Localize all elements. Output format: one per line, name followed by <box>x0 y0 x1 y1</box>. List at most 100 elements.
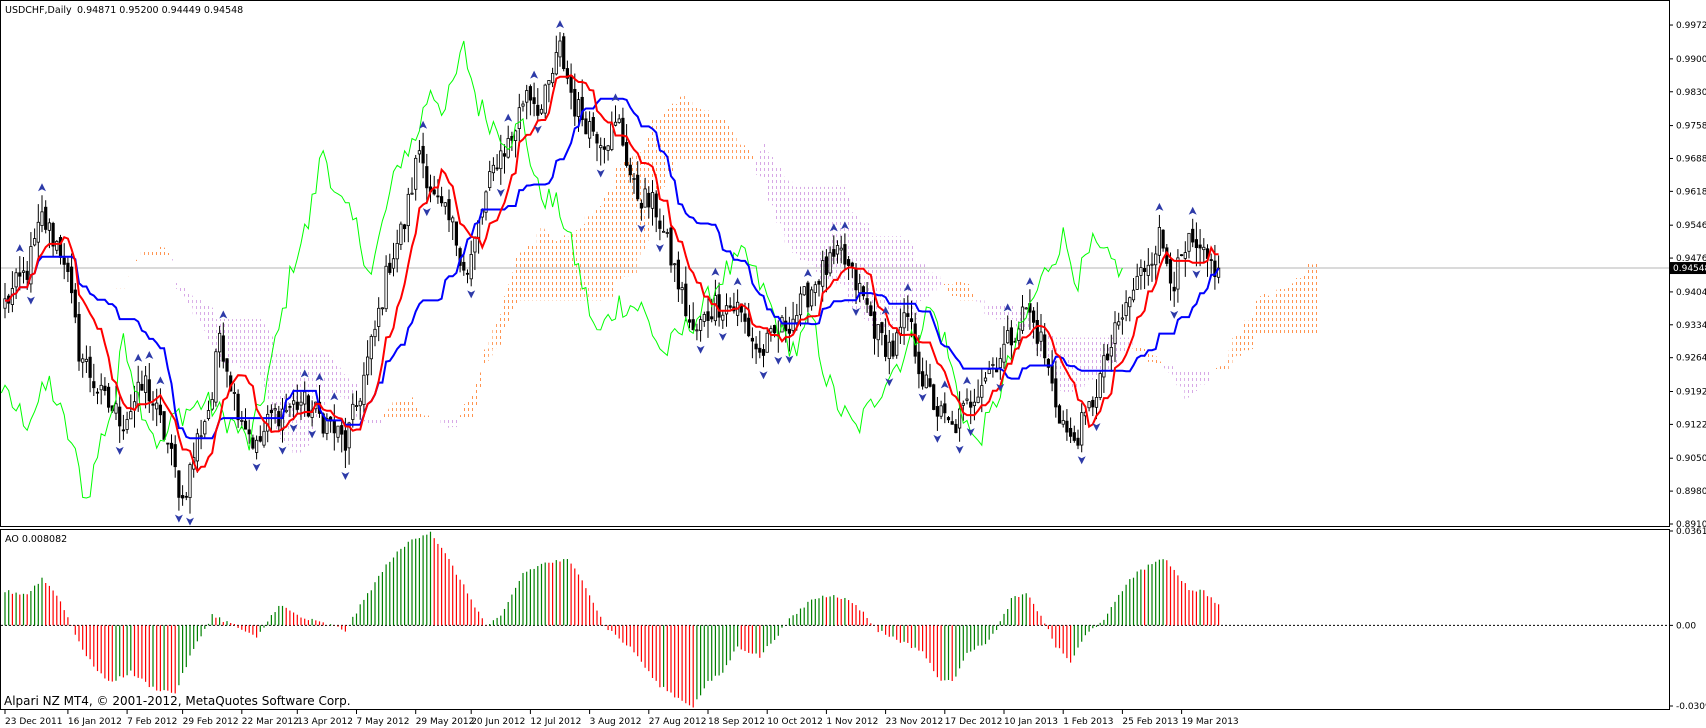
candle-body <box>895 332 899 356</box>
candle-body <box>206 410 211 419</box>
candle-body <box>303 391 307 405</box>
candle-body <box>928 378 932 387</box>
candle-body <box>25 270 29 280</box>
time-tick-label: 29 Feb 2012 <box>183 717 239 727</box>
candle-body <box>1161 229 1165 249</box>
cloud-segment <box>1180 370 1185 389</box>
candle-body <box>1091 399 1095 408</box>
cloud-segment <box>1114 337 1118 364</box>
candle-body <box>1076 437 1080 446</box>
candle-body <box>650 192 655 209</box>
cloud-segment <box>366 418 371 425</box>
candle-body <box>1113 322 1117 344</box>
fractal-up-arrow <box>733 277 742 286</box>
cloud-segment <box>692 106 696 160</box>
cloud-segment <box>1291 283 1296 334</box>
candle-body <box>1128 297 1132 308</box>
cloud-segment <box>1310 264 1314 334</box>
candle-body <box>273 408 277 411</box>
fractal-down-arrow <box>289 424 298 433</box>
cloud-segment <box>140 251 145 257</box>
fractal-arrows <box>15 20 1201 526</box>
candle-body <box>983 377 988 382</box>
candle-body <box>336 425 340 438</box>
candle-body <box>917 351 921 375</box>
cloud-segment <box>684 99 689 160</box>
candle-body <box>173 444 177 468</box>
candle-body <box>613 121 618 126</box>
candle-body <box>495 167 499 170</box>
cloud-segment <box>229 319 234 365</box>
cloud-segment <box>877 236 881 333</box>
cloud-segment <box>399 401 404 419</box>
candle-body <box>1080 412 1084 446</box>
candle-body <box>595 134 599 144</box>
cloud-segment <box>233 319 238 363</box>
time-tick-label: 1 Feb 2013 <box>1063 717 1113 727</box>
cloud-segment <box>281 352 286 444</box>
cloud-segment <box>995 303 1000 320</box>
cloud-segment <box>311 354 315 432</box>
candle-body <box>1135 275 1139 290</box>
cloud-segment <box>784 180 789 243</box>
cloud-segment <box>858 220 863 313</box>
cloud-segment <box>658 118 663 190</box>
cloud-segment <box>932 273 937 291</box>
cloud-segment <box>185 293 189 304</box>
cloud-segment <box>832 186 837 285</box>
candle-body <box>262 430 266 446</box>
candle-body <box>240 419 244 422</box>
candle-body <box>1102 355 1106 378</box>
cloud-segment <box>1158 361 1163 366</box>
candle-body <box>125 419 129 430</box>
candle-body <box>99 384 103 391</box>
candle-body <box>1213 260 1217 277</box>
cloud-segment <box>396 402 400 419</box>
candle-body <box>761 349 766 356</box>
fractal-down-arrow <box>596 169 605 178</box>
candle-body <box>758 347 762 353</box>
candle-body <box>40 211 44 226</box>
ichimoku-lines <box>0 40 1220 499</box>
cloud-segment <box>1306 261 1311 334</box>
candle-body <box>665 232 669 234</box>
candle-body <box>887 341 891 359</box>
candle-body <box>1183 252 1187 259</box>
time-tick-label: 22 Mar 2012 <box>242 717 299 727</box>
fractal-up-arrow <box>315 373 324 382</box>
candle-body <box>1054 378 1058 408</box>
candle-body <box>621 117 625 146</box>
candle-body <box>1069 427 1073 437</box>
cloud-segment <box>1095 337 1100 378</box>
candle-body <box>784 320 788 332</box>
cloud-segment <box>159 246 164 257</box>
fractal-down-arrow <box>1192 270 1201 279</box>
cloud-segment <box>1217 366 1222 371</box>
time-tick-label: 27 Aug 2012 <box>649 717 707 727</box>
cloud-segment <box>485 348 489 361</box>
cloud-segment <box>954 280 959 297</box>
cloud-segment <box>126 275 130 277</box>
cloud-segment <box>829 186 833 285</box>
cloud-segment <box>533 243 537 301</box>
cloud-segment <box>940 278 944 286</box>
cloud-segment <box>655 118 659 204</box>
current-price-tag <box>1670 262 1706 275</box>
cloud-segment <box>588 215 593 301</box>
fractal-up-arrow <box>711 267 720 276</box>
cloud-segment <box>577 228 582 301</box>
candle-body <box>580 96 584 121</box>
ao-pane[interactable] <box>0 529 1670 710</box>
fractal-down-arrow <box>718 332 727 341</box>
cloud-segment <box>470 394 474 418</box>
cloud-segment <box>1225 358 1229 371</box>
chikou-span-line <box>0 40 1123 499</box>
candle-body <box>972 401 977 407</box>
candle-body <box>588 121 592 139</box>
candle-body <box>676 259 681 290</box>
cloud-segment <box>951 284 955 297</box>
